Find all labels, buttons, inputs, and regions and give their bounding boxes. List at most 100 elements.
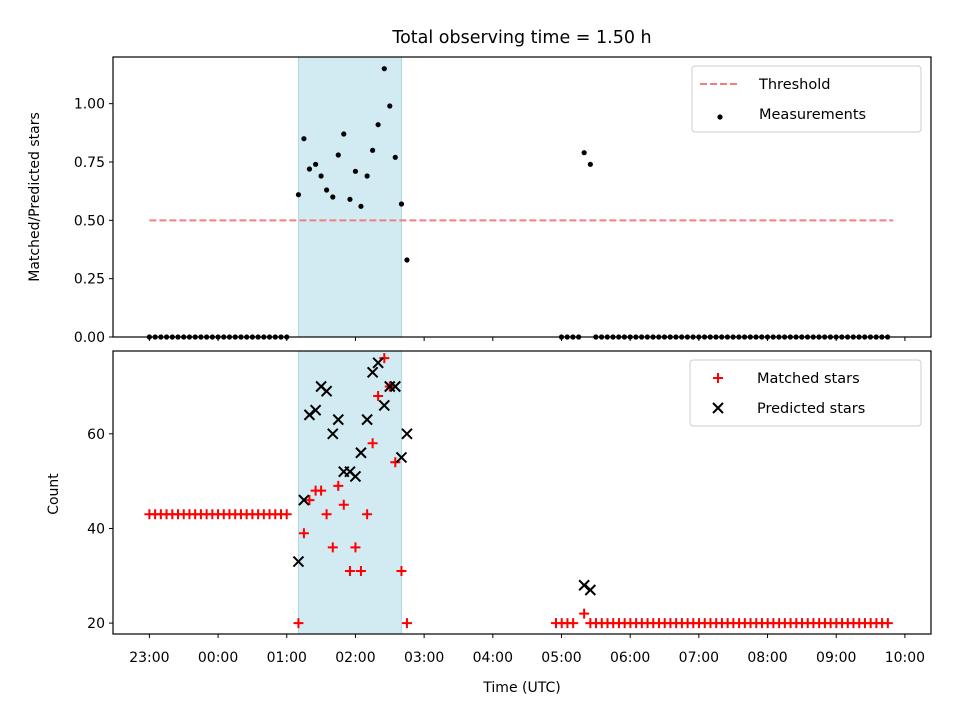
legend-frame: [691, 65, 922, 133]
x-tick-label: 10:00: [885, 650, 925, 666]
predicted-stars-point: [327, 428, 339, 440]
x-tick-label: 07:00: [679, 650, 719, 666]
predicted-stars-point: [309, 404, 322, 416]
observing-window-span: [297, 350, 402, 635]
measurement-point: [313, 161, 319, 167]
measurement-point: [404, 257, 410, 263]
chart-title: Total observing time = 1.50 h: [391, 28, 651, 48]
measurement-point: [352, 168, 359, 174]
x-tick-label: 09:00: [816, 650, 856, 666]
matched-stars-point: [350, 542, 361, 553]
matched-stars-point: [316, 485, 327, 496]
predicted-stars-point: [303, 409, 316, 421]
top-panel: 0.00 0.25 0.50 0.75 1.00 Threshold Measurement…: [74, 56, 932, 346]
y-tick-label: 40: [87, 521, 105, 537]
matched-stars-point: [390, 457, 401, 468]
legend-predicted-swatch: [712, 402, 724, 414]
y-tick-label: 0.50: [74, 213, 105, 229]
predicted-stars-point: [298, 494, 310, 506]
predicted-stars-point: [292, 555, 305, 568]
predicted-stars-point: [366, 366, 379, 379]
x-tick-label: 04:00: [473, 650, 513, 666]
y-tick-label: 20: [87, 616, 105, 632]
legend-label: Measurements: [759, 107, 866, 123]
predicted-stars-point: [378, 399, 391, 412]
legend-measurement-swatch: [717, 114, 723, 120]
y-tick-label: 0.75: [74, 155, 105, 171]
predicted-stars-point: [389, 380, 401, 393]
measurement-point: [375, 122, 381, 128]
measurement-point: [370, 147, 376, 153]
matched-stars-point: [281, 509, 292, 520]
legend: Threshold Measurements: [691, 65, 922, 133]
legend-label: Threshold: [758, 77, 830, 93]
x-tick-label: 08:00: [747, 650, 787, 666]
measurement-point: [587, 161, 593, 167]
measurement-point: [318, 173, 324, 179]
legend-label: Predicted stars: [757, 401, 865, 417]
measurement-point: [398, 201, 405, 207]
measurement-point: [358, 203, 364, 209]
top-y-axis-label: Matched/Predicted stars: [27, 112, 43, 282]
axes-frame: [112, 350, 932, 635]
predicted-stars-point: [401, 428, 413, 440]
predicted-stars-point: [320, 385, 333, 397]
measurement-point: [341, 131, 347, 137]
matched-stars-point: [327, 542, 338, 553]
x-tick-label: 00:00: [198, 650, 238, 666]
predicted-stars-point: [578, 579, 590, 591]
predicted-stars-point: [395, 451, 408, 464]
legend: Matched stars Predicted stars: [689, 359, 922, 427]
x-tick-label: 23:00: [129, 650, 169, 666]
measurement-point: [335, 152, 341, 158]
bottom-panel: 20 40 60 23:00 00:00 01:00 02:00 03:00 04:00 05:0…: [87, 350, 932, 666]
predicted-stars-point: [355, 447, 367, 459]
matched-stars-point: [298, 528, 309, 539]
x-tick-label: 06:00: [610, 650, 650, 666]
measurement-point: [301, 136, 307, 142]
legend-frame: [689, 359, 922, 427]
y-tick-label: 0.25: [74, 272, 105, 288]
y-tick-label: 1.00: [74, 97, 105, 113]
matched-stars-point: [338, 499, 349, 510]
measurement-point: [330, 194, 336, 200]
matched-stars-point: [373, 390, 384, 401]
legend-label: Matched stars: [757, 371, 860, 387]
y-tick-label: 0.00: [74, 330, 105, 346]
matched-stars-point: [362, 509, 373, 520]
matched-stars-point: [882, 618, 893, 629]
measurement-point: [581, 150, 587, 156]
x-tick-label: 01:00: [267, 650, 307, 666]
matched-stars-point: [396, 566, 407, 577]
matched-stars-point: [401, 618, 412, 629]
matched-stars-point: [367, 438, 378, 449]
predicted-stars-point: [332, 413, 344, 426]
x-tick-label: 02:00: [335, 650, 375, 666]
bottom-y-axis-label: Count: [46, 473, 62, 515]
measurement-point: [392, 154, 398, 160]
x-axis-label: Time (UTC): [482, 680, 560, 696]
predicted-stars-point: [361, 413, 373, 426]
matched-stars-point: [579, 608, 590, 619]
matched-stars-point: [321, 509, 332, 520]
measurement-point: [306, 166, 313, 172]
measurement-point: [364, 173, 370, 179]
matched-stars-point: [379, 353, 390, 364]
matched-stars-point: [304, 495, 315, 506]
y-tick-label: 60: [87, 427, 105, 443]
legend-matched-swatch: [713, 373, 723, 383]
measurement-point: [387, 103, 393, 109]
measurement-point: [324, 187, 330, 193]
matched-stars-point: [293, 618, 304, 629]
matched-stars-point: [568, 618, 579, 629]
predicted-stars-point: [584, 584, 597, 596]
matched-stars-point: [355, 566, 366, 577]
measurement-point: [381, 66, 387, 72]
measurement-point: [347, 196, 353, 202]
x-tick-label: 03:00: [404, 650, 444, 666]
measurement-point: [295, 192, 302, 198]
axes-frame: [112, 56, 932, 338]
predicted-stars-point: [349, 470, 362, 483]
matched-stars-point: [344, 566, 355, 577]
